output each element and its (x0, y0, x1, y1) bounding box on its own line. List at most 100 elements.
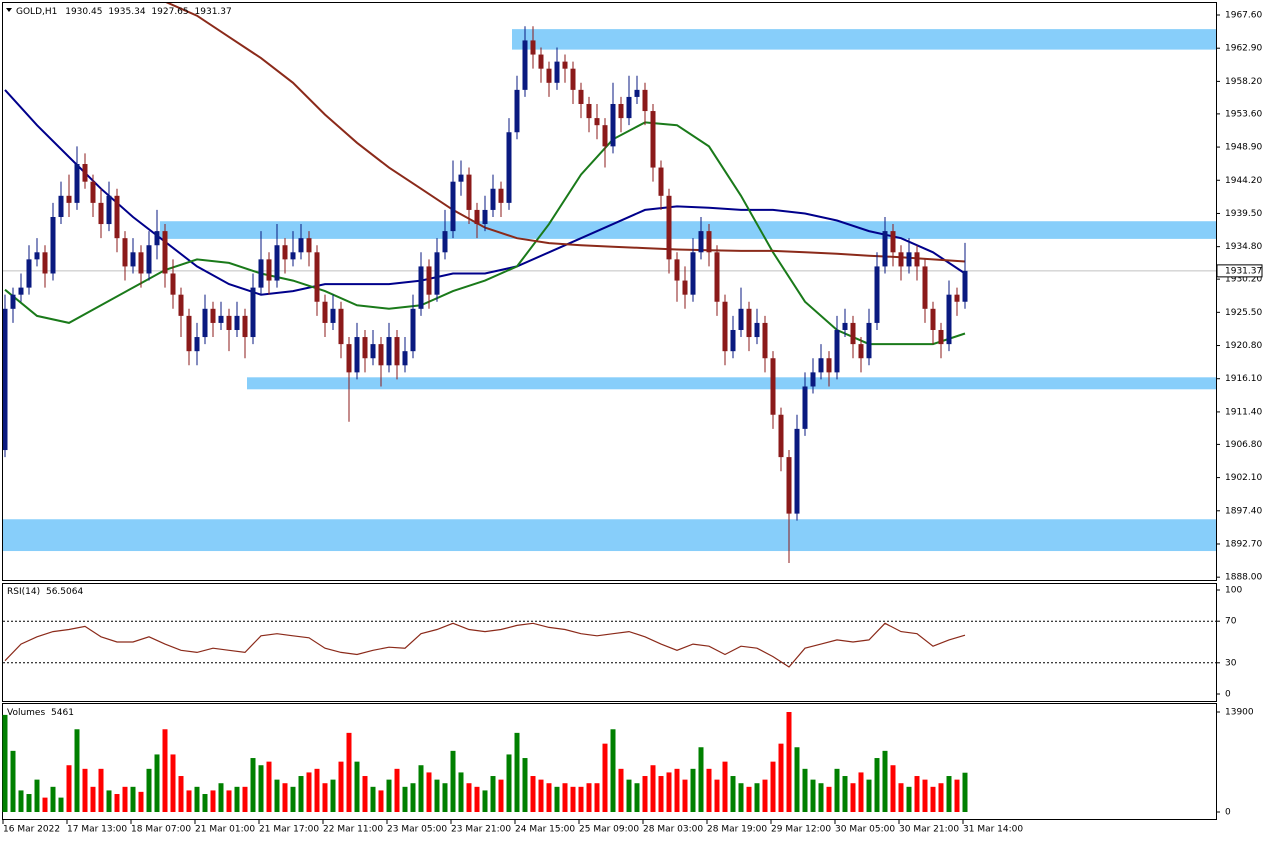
candle-body (498, 188, 504, 203)
candle-body (922, 266, 928, 309)
volume-bar (58, 797, 64, 812)
volume-bar (682, 779, 688, 812)
candle-body (242, 315, 248, 338)
x-tick-label: 29 Mar 12:00 (771, 825, 831, 835)
volume-bar (762, 779, 768, 812)
volume-bar (770, 761, 776, 812)
x-tick-label: 30 Mar 21:00 (899, 825, 959, 835)
open-price: 1930.45 (65, 7, 102, 17)
volume-bar (66, 765, 72, 812)
candle-body (202, 308, 208, 338)
candle-body (258, 259, 264, 288)
volume-bar (898, 783, 904, 812)
candle-body (906, 252, 912, 267)
candle-body (466, 174, 472, 210)
candle-body (714, 252, 720, 302)
candle-body (178, 294, 184, 316)
volume-bar (850, 783, 856, 812)
candle-body (34, 252, 40, 260)
volume-bar (258, 765, 264, 812)
volume-bar (698, 747, 704, 812)
candle-body (530, 40, 536, 55)
volume-bar (578, 786, 584, 812)
candle-body (354, 337, 360, 373)
candle-body (802, 386, 808, 429)
volume-bar (946, 776, 952, 812)
volume-value: 5461 (51, 708, 74, 718)
volume-bar (178, 776, 184, 812)
candle-body (26, 259, 32, 288)
volume-pane (2, 703, 1217, 820)
candle-body (434, 252, 440, 295)
y-tick-label: 1892.70 (1225, 539, 1262, 549)
candle-body (722, 301, 728, 352)
volume-bar (394, 768, 400, 812)
volume-title: Volumes (7, 708, 45, 718)
y-tick-label: 1948.90 (1225, 143, 1262, 153)
candle-body (42, 252, 48, 274)
volume-bar (194, 786, 200, 812)
volume-bar (314, 768, 320, 812)
volume-bar (746, 786, 752, 812)
volume-bar (114, 794, 120, 812)
y-tick-label: 1888.00 (1225, 573, 1262, 583)
volume-bar (802, 768, 808, 812)
candle-body (866, 322, 872, 359)
rsi-tick-label: 100 (1225, 586, 1242, 596)
candle-body (602, 125, 608, 147)
candle-body (50, 216, 56, 274)
candle-body (186, 315, 192, 352)
volume-bar (154, 754, 160, 812)
x-tick-label: 18 Mar 07:00 (131, 825, 191, 835)
volume-bar (650, 765, 656, 812)
volume-bar (442, 783, 448, 812)
volume-bar (810, 779, 816, 812)
volume-bar (2, 714, 8, 812)
y-tick-label: 1897.40 (1225, 506, 1262, 516)
candle-body (274, 245, 280, 281)
candle-body (962, 270, 968, 302)
volume-bar (826, 786, 832, 812)
volume-bar (282, 783, 288, 812)
candle-body (90, 181, 96, 203)
last-price-label: 1931.37 (1225, 266, 1262, 276)
volume-bar (962, 772, 968, 812)
candle-body (122, 238, 128, 267)
volume-bar (218, 783, 224, 812)
candle-body (874, 266, 880, 323)
volume-bar (18, 790, 24, 812)
candle-body (58, 195, 64, 217)
candle-body (474, 209, 480, 225)
candle-body (338, 308, 344, 345)
candle-body (402, 351, 408, 366)
volume-bar (586, 783, 592, 812)
candle-body (282, 245, 288, 260)
volume-bar (234, 786, 240, 812)
candle-body (394, 337, 400, 366)
volume-bar (434, 779, 440, 812)
rsi-tick-label: 70 (1225, 617, 1237, 627)
volume-bar (554, 786, 560, 812)
volume-bar (322, 783, 328, 812)
volume-bar (546, 783, 552, 812)
volume-bar (706, 768, 712, 812)
volume-bar (754, 783, 760, 812)
volume-bar (562, 783, 568, 812)
x-tick-label: 23 Mar 05:00 (387, 825, 447, 835)
candle-body (154, 231, 160, 246)
volume-bar (450, 750, 456, 812)
volume-bar (666, 772, 672, 812)
volume-bar (90, 786, 96, 812)
candle-body (698, 231, 704, 253)
y-tick-label: 1962.90 (1225, 44, 1262, 54)
volume-bar (106, 790, 112, 812)
candle-body (890, 231, 896, 253)
volume-bar (466, 783, 472, 812)
candle-body (954, 294, 960, 302)
candle-body (458, 174, 464, 182)
candle-body (554, 61, 560, 83)
rsi-tick-label: 30 (1225, 658, 1237, 668)
candle-body (386, 337, 392, 366)
candle-body (10, 294, 16, 309)
